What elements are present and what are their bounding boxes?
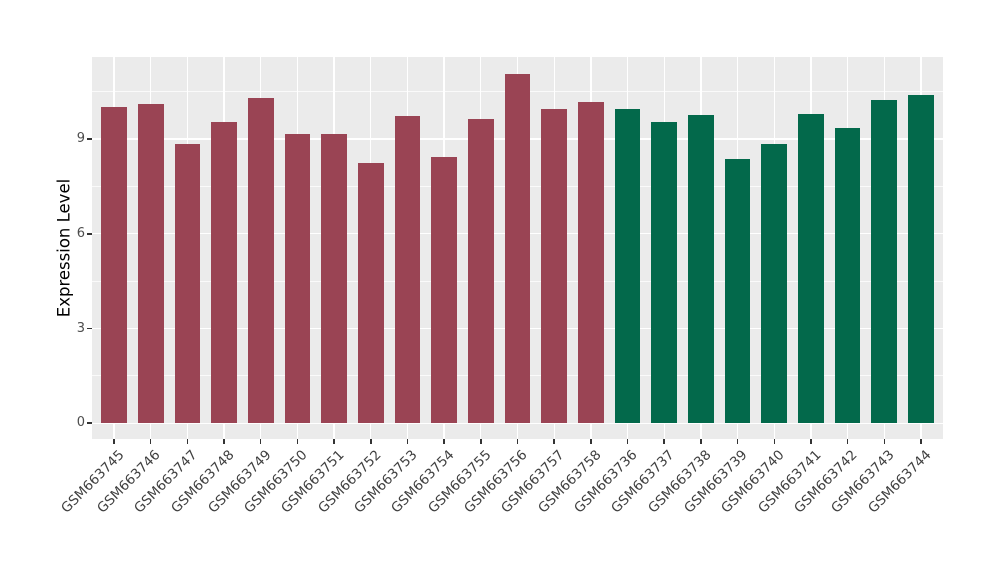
bar-GSM663745 <box>101 106 127 424</box>
x-tick-mark <box>259 439 262 444</box>
bar-GSM663737 <box>651 121 678 424</box>
y-tick-label: 6 <box>76 225 85 241</box>
bar-GSM663747 <box>174 143 201 424</box>
bar-GSM663758 <box>578 101 604 424</box>
y-tick-label: 9 <box>76 131 85 147</box>
y-tick-label: 3 <box>76 320 85 336</box>
y-tick-mark <box>87 422 92 424</box>
y-tick-mark <box>87 233 92 235</box>
x-tick-mark <box>920 439 922 444</box>
bar-GSM663751 <box>321 134 347 424</box>
bar-GSM663750 <box>284 134 311 424</box>
y-tick-label: 0 <box>76 415 85 431</box>
bar-GSM663743 <box>871 99 898 424</box>
x-tick-mark <box>700 439 702 444</box>
y-tick-mark <box>87 138 92 140</box>
bar-GSM663736 <box>614 109 641 424</box>
x-tick-mark <box>626 439 629 444</box>
x-tick-mark <box>480 439 482 444</box>
x-tick-mark <box>296 439 299 444</box>
bar-GSM663741 <box>798 113 824 424</box>
x-tick-mark <box>406 439 409 444</box>
x-tick-mark <box>846 439 849 444</box>
bar-GSM663753 <box>394 116 421 424</box>
x-tick-mark <box>736 439 739 444</box>
x-tick-mark <box>590 439 592 444</box>
y-tick-mark <box>87 327 92 330</box>
bar-GSM663754 <box>431 157 457 424</box>
x-tick-mark <box>883 439 886 444</box>
bar-GSM663738 <box>688 115 714 424</box>
x-tick-mark <box>149 439 152 444</box>
x-tick-mark <box>663 439 665 444</box>
x-tick-mark <box>553 439 555 444</box>
bar-GSM663756 <box>504 74 531 424</box>
bar-GSM663739 <box>724 159 751 424</box>
x-tick-mark <box>370 439 372 444</box>
bar-GSM663752 <box>357 163 384 424</box>
x-tick-mark <box>810 439 812 444</box>
bar-GSM663757 <box>541 109 567 424</box>
bar-GSM663749 <box>247 97 274 424</box>
y-axis-title: Expression Level <box>54 178 74 318</box>
bar-GSM663746 <box>137 104 164 424</box>
bar-GSM663740 <box>761 143 788 424</box>
x-tick-mark <box>223 439 225 444</box>
plot-panel <box>92 57 943 439</box>
x-tick-mark <box>186 439 189 444</box>
bar-GSM663755 <box>467 118 494 424</box>
x-tick-mark <box>516 439 519 444</box>
x-tick-mark <box>443 439 445 444</box>
x-tick-mark <box>773 439 776 444</box>
bar-GSM663742 <box>834 128 861 424</box>
bar-GSM663744 <box>908 95 934 424</box>
bar-GSM663748 <box>211 122 237 424</box>
x-tick-mark <box>113 439 115 444</box>
x-tick-mark <box>333 439 335 444</box>
